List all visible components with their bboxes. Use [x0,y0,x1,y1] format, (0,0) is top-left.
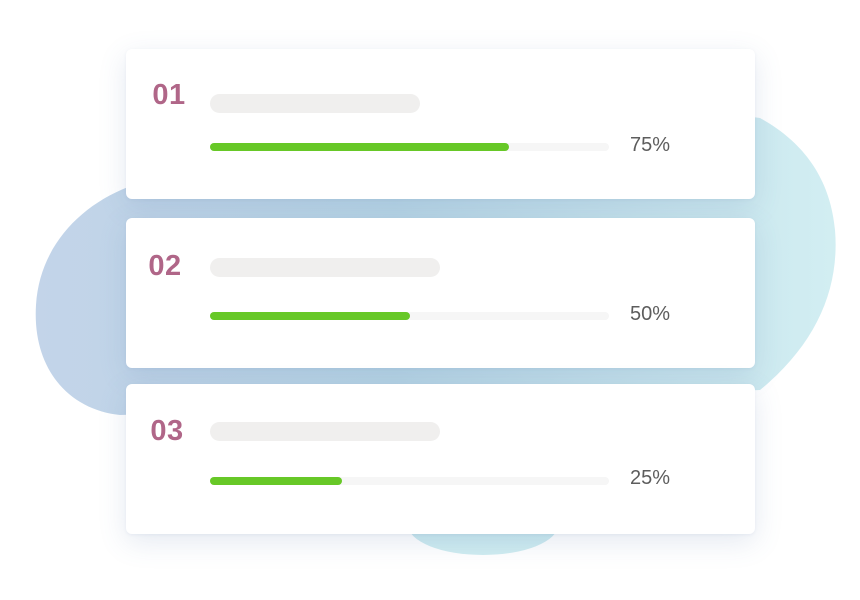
progress-card-3: 03 25% [126,384,755,534]
progress-fill [210,143,510,151]
title-placeholder [210,258,440,277]
progress-fill [210,477,342,485]
progress-card-2: 02 50% [126,218,755,368]
item-number: 01 [152,79,186,111]
title-placeholder [210,94,420,113]
progress-percent: 75% [630,134,671,156]
title-placeholder [210,422,440,441]
progress-card-1: 01 75% [126,49,755,199]
progress-percent: 50% [630,303,671,325]
progress-track [210,312,609,320]
item-number: 02 [148,250,182,282]
progress-fill [210,312,410,320]
progress-track [210,143,609,151]
item-number: 03 [150,415,184,447]
progress-percent: 25% [630,467,671,489]
progress-track [210,477,609,485]
